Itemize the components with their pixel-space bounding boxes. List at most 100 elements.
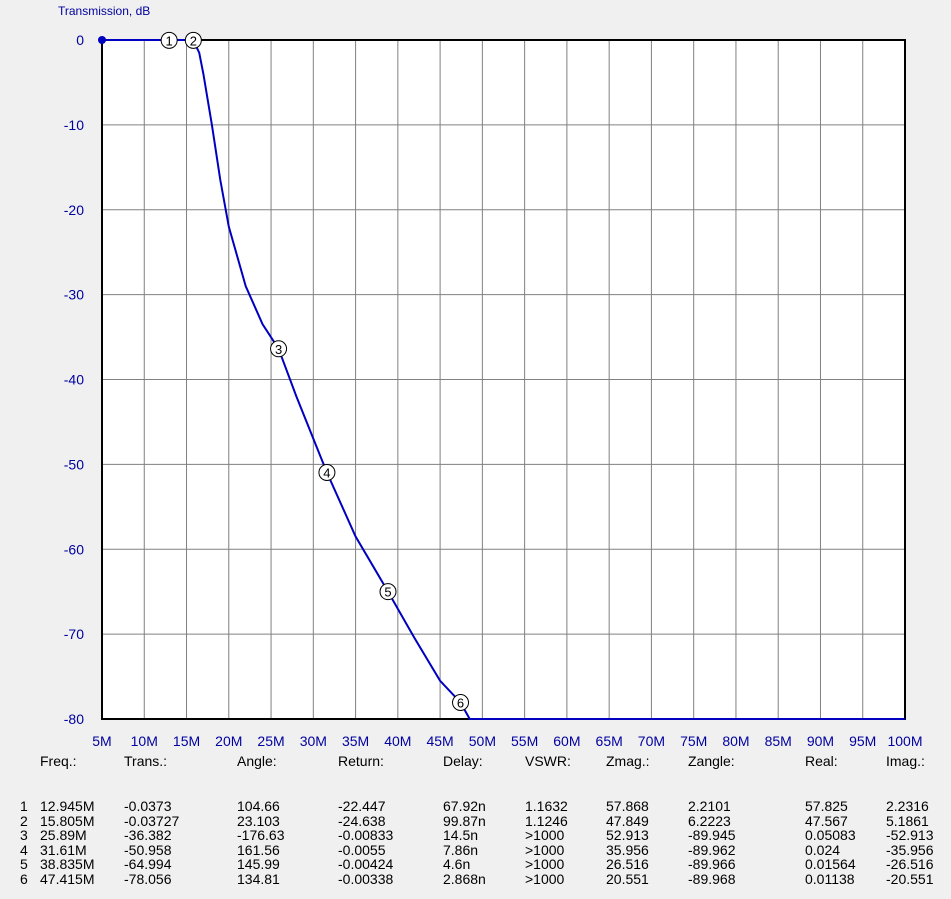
marker-4: 4 (318, 464, 336, 482)
table-cell: 38.835M (40, 856, 95, 872)
y-tick-label: -60 (64, 541, 84, 557)
table-cell: >1000 (525, 870, 565, 887)
x-tick-label: 25M (257, 733, 284, 749)
table-cell: 7.86n (443, 841, 479, 858)
table-cell: 23.103 (237, 812, 280, 829)
table-cell: 31.61M (40, 841, 87, 858)
marker-6: 6 (452, 694, 470, 712)
table-cell: -0.00338 (338, 870, 394, 887)
table-cell: -176.63 (237, 827, 285, 843)
table-cell: 1.1632 (525, 798, 568, 814)
x-tick-label: 65M (596, 733, 623, 749)
table-cell: -24.638 (338, 812, 386, 829)
table-cell: 15.805M (40, 812, 95, 829)
x-tick-label: 70M (638, 733, 665, 749)
marker-circle (318, 464, 336, 482)
table-cell: 104.66 (237, 798, 280, 814)
table-cell: 0.05083 (805, 827, 856, 843)
marker-label: 5 (384, 585, 391, 600)
table-cell: 5.1861 (886, 812, 929, 829)
table-cell: 134.81 (237, 870, 280, 887)
table-cell: -89.968 (688, 870, 736, 887)
table-cell: 47.849 (606, 812, 649, 829)
table-cell: 2.2316 (886, 798, 929, 814)
x-tick-label: 75M (680, 733, 707, 749)
table-cell: -0.03727 (124, 812, 180, 829)
marker-index-cell: 6 (20, 870, 28, 887)
table-cell: 2.2101 (688, 798, 731, 814)
marker-5: 5 (379, 583, 397, 601)
table-header-cell: Trans.: (124, 753, 168, 769)
x-tick-label: 80M (722, 733, 749, 749)
table-cell: 47.415M (40, 870, 95, 887)
table-cell: 26.516 (606, 856, 649, 872)
table-cell: -22.447 (338, 798, 386, 814)
table-cell: 0.01138 (805, 870, 855, 887)
x-tick-label: 45M (426, 733, 453, 749)
x-tick-label: 40M (384, 733, 411, 749)
x-tick-label: 55M (511, 733, 538, 749)
x-axis-ticks: 5M 10M 15M 20M 25M 30M 35M 40M 45M 50M 55M 60M 65M 70… (92, 733, 922, 749)
marker-index-cell: 3 (20, 827, 28, 843)
marker-data-table: Freq.: Trans.: Angle: Return: Delay: VSWR: Zma… (0, 752, 951, 892)
x-tick-label: 5M (92, 733, 111, 749)
y-tick-label: -80 (64, 711, 84, 727)
marker-circle (379, 583, 397, 601)
table-cell: -36.382 (124, 827, 172, 843)
table-cell: -89.962 (688, 841, 736, 858)
table-cell: 14.5n (443, 827, 479, 843)
table-cell: 2.868n (443, 870, 486, 887)
table-cell: 25.89M (40, 827, 87, 843)
marker-circle (160, 31, 178, 49)
y-tick-label: -40 (64, 372, 84, 388)
table-cell: 35.956 (606, 841, 649, 858)
y-tick-label: -10 (64, 117, 84, 133)
marker-label: 4 (323, 466, 330, 481)
table-cell: 99.87n (443, 812, 486, 829)
table-cell: -35.956 (886, 841, 934, 858)
table-cell: 161.56 (237, 841, 280, 858)
table-cell: 52.913 (606, 827, 649, 843)
table-header-cell: Return: (338, 753, 384, 769)
table-cell: 57.825 (805, 798, 848, 814)
table-cell: 0.01564 (805, 856, 856, 872)
table-header-cell: Real: (805, 753, 838, 769)
marker-label: 2 (190, 33, 197, 48)
marker-2: 2 (184, 31, 202, 49)
y-axis-ticks: 0 -10 -20 -30 -40 -50 -60 -70 -80 (64, 32, 84, 727)
table-cell: 57.868 (606, 798, 649, 814)
x-tick-label: 95M (849, 733, 876, 749)
table-cell: 6.2223 (688, 812, 731, 829)
table-header-cell: Zmag.: (606, 753, 650, 769)
table-cell: -78.056 (124, 870, 172, 887)
table-header-cell: Freq.: (40, 753, 77, 769)
sweep-start-point (98, 36, 106, 44)
x-tick-label: 30M (300, 733, 327, 749)
table-header-cell: VSWR: (525, 753, 571, 769)
table-cell: -0.0373 (124, 798, 172, 814)
table-cell: -0.00833 (338, 827, 394, 843)
table-cell: -0.00424 (338, 856, 394, 872)
table-cell: -20.551 (886, 870, 934, 887)
table-cell: >1000 (525, 841, 565, 858)
x-tick-label: 10M (131, 733, 158, 749)
marker-label: 6 (457, 696, 464, 711)
table-cell: -52.913 (886, 827, 934, 843)
table-cell: -89.945 (688, 827, 736, 843)
marker-3: 3 (270, 340, 288, 358)
table-cell: 4.6n (443, 856, 471, 872)
x-tick-label: 100M (887, 733, 922, 749)
y-tick-label: -30 (64, 287, 84, 303)
marker-circle (270, 340, 288, 358)
y-axis-label: Transmission, dB (58, 4, 150, 18)
y-tick-label: -50 (64, 456, 84, 472)
table-cell: -89.966 (688, 856, 736, 872)
table-cell: >1000 (525, 856, 565, 872)
marker-index-cell: 1 (20, 798, 28, 814)
table-cell: -64.994 (124, 856, 172, 872)
marker-index-cell: 5 (20, 856, 28, 872)
marker-circle (452, 694, 470, 712)
x-tick-label: 60M (553, 733, 580, 749)
table-header-cell: Zangle: (688, 753, 735, 769)
table-cell: -0.0055 (338, 841, 386, 858)
